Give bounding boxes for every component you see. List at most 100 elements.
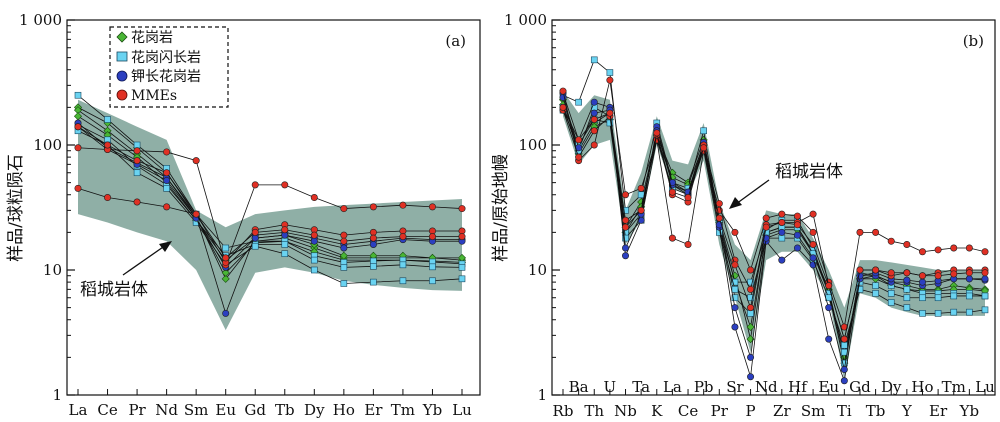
series-line (562, 93, 986, 383)
panel-a-y-ticks: 1 10 100 1 000 (19, 11, 75, 404)
data-point (370, 278, 377, 286)
data-point (747, 373, 755, 381)
y-tick-label: 1 (52, 386, 62, 404)
series-line (562, 106, 985, 353)
data-point (221, 268, 230, 277)
data-point (590, 109, 598, 117)
x-tick-label: Pr (128, 401, 146, 419)
data-point (856, 228, 864, 236)
data-point (369, 203, 377, 211)
data-point (856, 286, 864, 293)
legend-label-k-granite: 钾长花岗岩 (131, 69, 201, 85)
panel-b-y-ticks: 1 10 100 1 000 (504, 11, 560, 404)
data-point (281, 181, 289, 189)
data-point (966, 292, 973, 300)
data-point (74, 144, 82, 152)
panel-a-label: (a) (445, 32, 466, 50)
data-point (637, 206, 645, 214)
data-point (887, 299, 895, 306)
data-point (590, 127, 598, 135)
data-point (281, 250, 289, 258)
y-tick-label: 1 (537, 386, 547, 404)
data-point (841, 348, 848, 356)
data-point (622, 216, 630, 224)
data-point (369, 234, 377, 242)
data-point (966, 308, 973, 316)
x-tick-label: Gd (849, 378, 871, 396)
data-point (872, 290, 879, 297)
data-point (965, 244, 973, 252)
legend-label-granite: 花岗岩 (131, 30, 173, 46)
series-line (77, 107, 463, 280)
y-tick-label: 100 (33, 136, 62, 154)
data-point (399, 233, 407, 241)
data-point (163, 176, 171, 184)
data-point (340, 231, 348, 239)
data-point (778, 256, 786, 264)
legend-square-icon (116, 51, 128, 62)
panel-a-ylabel: 样品/球粒陨石 (6, 154, 26, 262)
data-point (340, 244, 348, 252)
field-band-area (78, 99, 462, 331)
x-tick-label: Ho (333, 401, 355, 419)
data-point (981, 275, 989, 283)
series-line (562, 80, 986, 328)
panel-a-frame (66, 19, 481, 396)
panel-b-arrowhead-icon (729, 197, 742, 209)
legend-circle-blue-icon (116, 70, 128, 82)
x-tick-label: La (663, 378, 682, 396)
x-tick-label: P (746, 402, 756, 420)
data-point (934, 310, 942, 317)
data-point (311, 266, 318, 274)
data-point (981, 248, 989, 256)
data-point (429, 263, 436, 271)
data-point (310, 194, 318, 202)
x-tick-label: Nd (755, 378, 778, 396)
data-point (793, 231, 801, 239)
data-point (700, 144, 708, 152)
data-point (458, 205, 466, 213)
data-point (104, 116, 111, 123)
data-point (590, 56, 598, 64)
x-tick-label: Nd (155, 401, 178, 419)
data-point (919, 294, 926, 302)
data-point (981, 269, 989, 277)
data-point (222, 254, 230, 262)
series-line (77, 94, 463, 265)
data-point (887, 290, 895, 297)
x-tick-label: Zr (773, 402, 791, 420)
data-point (731, 278, 739, 286)
data-point (637, 184, 645, 192)
data-point (340, 264, 348, 271)
x-tick-label: Sr (726, 378, 744, 396)
data-point (340, 205, 348, 213)
data-point (747, 310, 754, 317)
data-point (841, 341, 848, 349)
data-point (622, 234, 629, 242)
data-point (622, 191, 630, 199)
data-point (133, 198, 141, 206)
x-tick-label: Pr (711, 402, 729, 420)
y-tick-label: 1 000 (504, 11, 547, 29)
x-tick-label: Rb (553, 402, 574, 420)
x-tick-label: Eu (818, 378, 839, 396)
data-point (222, 309, 230, 317)
data-point (399, 261, 407, 269)
data-point (684, 194, 692, 202)
data-point (965, 275, 973, 283)
x-tick-label: Ba (569, 378, 589, 396)
panel-b-annotation: 稻城岩体 (775, 162, 843, 182)
data-point (622, 244, 630, 252)
x-tick-label: Yb (422, 401, 443, 419)
y-tick-label: 100 (518, 136, 547, 154)
panel-a-field-band (78, 99, 462, 331)
panel-b-ylabel: 样品/原始地幔 (491, 154, 511, 262)
data-point (762, 214, 770, 222)
panel-a-legend: 花岗岩 花岗闪长岩 钾长花岗岩 MMEs (109, 26, 229, 108)
data-point (731, 304, 739, 312)
data-point (825, 282, 833, 290)
data-point (950, 244, 958, 252)
data-point (747, 294, 754, 302)
